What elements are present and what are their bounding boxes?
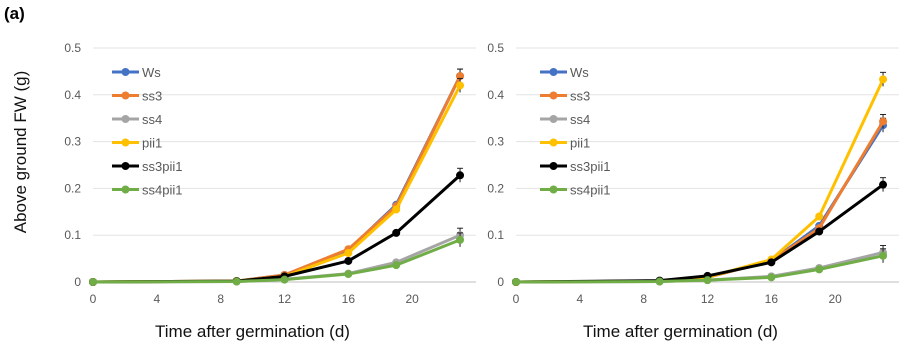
x-tick-label: 4	[576, 292, 583, 306]
legend-marker-ss4	[121, 115, 130, 123]
data-point-ss3	[879, 117, 888, 126]
x-axis-label-left: Time after germination (d)	[155, 322, 350, 341]
data-point-ss4pii1	[767, 273, 776, 282]
x-tick-label: 0	[513, 292, 520, 306]
y-tick-label: 0.4	[64, 88, 81, 102]
y-tick-label: 0.3	[64, 135, 81, 149]
data-point-ss4pii1	[456, 235, 465, 244]
data-point-pii1	[456, 81, 465, 90]
x-tick-label: 16	[342, 292, 356, 306]
panel-label: (a)	[4, 4, 25, 23]
data-point-pii1	[344, 248, 353, 257]
legend-marker-ss3	[549, 91, 558, 100]
data-point-ss4pii1	[815, 265, 824, 274]
legend-marker-ss4pii1	[549, 185, 558, 194]
y-tick-label: 0.1	[487, 228, 504, 242]
data-point-ss3pii1	[456, 171, 465, 180]
data-point-ss3pii1	[815, 227, 824, 236]
legend-label-ss4: ss4	[142, 112, 162, 127]
x-axis-label-right: Time after germination (d)	[583, 322, 778, 341]
x-tick-label: 16	[765, 292, 779, 306]
legend-label-pii1: pii1	[570, 136, 590, 151]
data-point-pii1	[815, 212, 824, 221]
data-point-ss4pii1	[879, 251, 888, 260]
legend-label-ss3pii1: ss3pii1	[142, 159, 182, 174]
legend-marker-ss3	[121, 91, 130, 100]
x-tick-label: 0	[90, 292, 97, 306]
x-tick-label: 12	[278, 292, 292, 306]
legend-label-ss3pii1: ss3pii1	[570, 159, 610, 174]
legend-label-ss4: ss4	[570, 112, 590, 127]
x-tick-label: 20	[828, 292, 842, 306]
legend-marker-pii1	[121, 138, 130, 147]
x-tick-label: 8	[640, 292, 647, 306]
data-point-ss3pii1	[767, 258, 776, 267]
data-point-ss4pii1	[655, 277, 664, 286]
legend-label-pii1: pii1	[142, 136, 162, 151]
data-point-ss4pii1	[392, 261, 401, 270]
data-point-ss3pii1	[344, 256, 353, 265]
x-tick-label: 12	[701, 292, 715, 306]
x-tick-label: 8	[217, 292, 224, 306]
y-tick-label: 0.5	[64, 41, 81, 55]
y-tick-label: 0.2	[487, 181, 504, 195]
legend-label-ss3: ss3	[142, 89, 162, 104]
y-tick-label: 0.4	[487, 88, 504, 102]
y-tick-label: 0.5	[487, 41, 504, 55]
series-line-pii1	[515, 78, 885, 284]
y-tick-label: 0.2	[64, 181, 81, 195]
y-tick-label: 0	[74, 275, 81, 289]
x-tick-label: 4	[153, 292, 160, 306]
legend-label-Ws: Ws	[570, 65, 589, 80]
legend-marker-Ws	[549, 68, 558, 76]
data-point-ss4pii1	[344, 270, 353, 279]
series-line-ss4pii1	[515, 254, 884, 284]
legend-marker-pii1	[549, 138, 558, 147]
legend-marker-Ws	[121, 68, 130, 76]
legend-marker-ss4pii1	[121, 185, 130, 194]
legend-marker-ss3pii1	[549, 162, 558, 170]
legend-label-ss4pii1: ss4pii1	[142, 183, 182, 198]
data-point-ss4pii1	[232, 277, 241, 286]
data-point-pii1	[879, 75, 888, 84]
legend-marker-ss4	[549, 115, 558, 123]
y-tick-label: 0.1	[64, 228, 81, 242]
x-tick-label: 20	[405, 292, 419, 306]
data-point-ss4pii1	[280, 275, 289, 284]
data-point-ss4pii1	[89, 278, 97, 286]
legend-marker-ss3pii1	[121, 162, 130, 170]
data-point-ss3pii1	[879, 180, 888, 189]
series-line-ss4pii1	[92, 238, 461, 284]
data-point-pii1	[392, 205, 401, 214]
legend-label-Ws: Ws	[142, 65, 161, 80]
legend-label-ss4pii1: ss4pii1	[570, 183, 610, 198]
legend-label-ss3: ss3	[570, 89, 590, 104]
data-point-ss4pii1	[512, 278, 520, 286]
data-point-ss3pii1	[392, 228, 401, 237]
data-point-ss4pii1	[703, 276, 712, 285]
y-tick-label: 0.3	[487, 135, 504, 149]
y-tick-label: 0	[497, 275, 504, 289]
